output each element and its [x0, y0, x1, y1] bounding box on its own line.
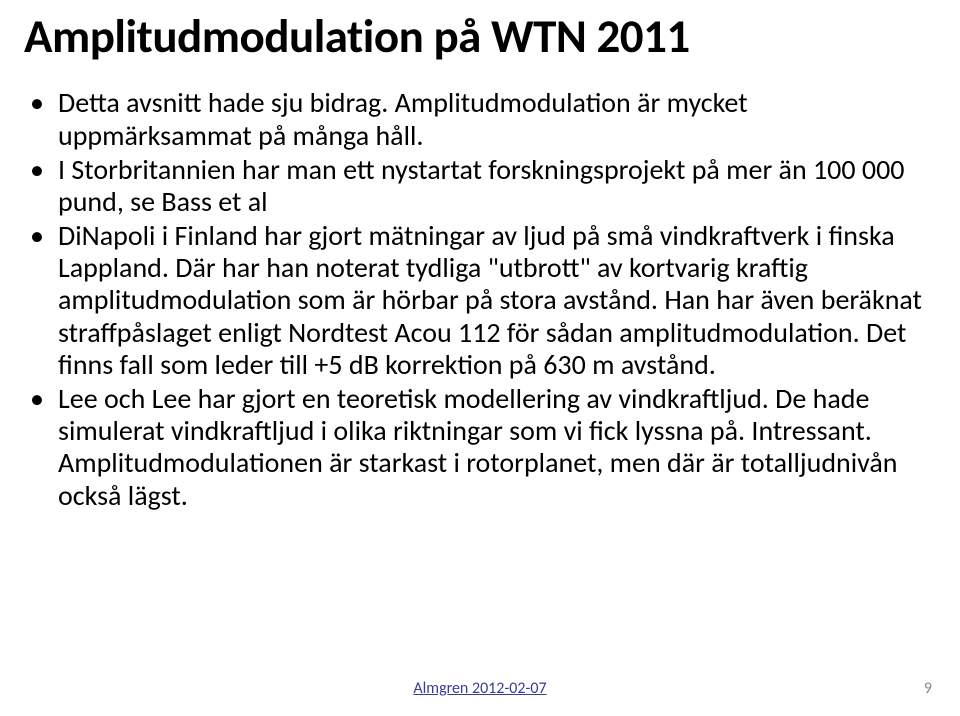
list-item: Detta avsnitt hade sju bidrag. Amplitudm…: [24, 87, 936, 151]
footer-text: Almgren 2012-02-07: [413, 679, 546, 698]
list-item: DiNapoli i Finland har gjort mätningar a…: [24, 220, 936, 381]
list-item: I Storbritannien har man ett nystartat f…: [24, 154, 936, 218]
list-item: Lee och Lee har gjort en teoretisk model…: [24, 383, 936, 512]
page-number: 9: [924, 679, 932, 698]
slide-title: Amplitudmodulation på WTN 2011: [24, 12, 936, 61]
footer: Almgren 2012-02-07: [0, 679, 960, 698]
bullet-list: Detta avsnitt hade sju bidrag. Amplitudm…: [24, 87, 936, 511]
slide: Amplitudmodulation på WTN 2011 Detta avs…: [0, 0, 960, 716]
